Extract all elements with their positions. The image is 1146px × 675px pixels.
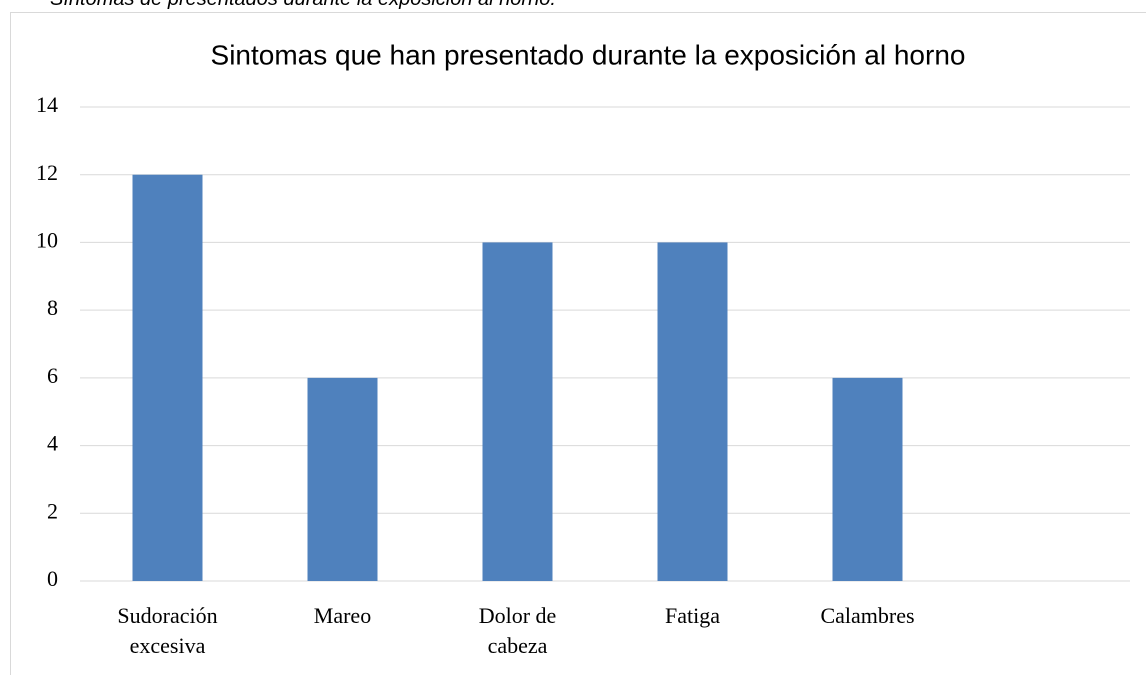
x-tick-label: Sudoración excesiva <box>117 603 218 658</box>
x-tick-label: Dolor de cabeza <box>478 603 557 658</box>
y-tick-label: 0 <box>47 566 58 591</box>
x-tick-label: Calambres <box>820 603 915 628</box>
chart-title: Sintomas que han presentado durante la e… <box>211 39 966 70</box>
bar <box>832 377 903 581</box>
y-tick-label: 6 <box>47 363 58 388</box>
bar <box>657 242 728 581</box>
x-tick-label: Mareo <box>313 603 372 628</box>
y-tick-label: 8 <box>47 295 58 320</box>
y-tick-label: 12 <box>36 160 58 185</box>
y-tick-label: 4 <box>47 431 58 456</box>
y-tick-label: 10 <box>36 227 58 252</box>
caption: Síntomas de presentados durante la expos… <box>50 0 556 11</box>
bar <box>307 377 378 581</box>
bar <box>132 174 203 581</box>
y-tick-label: 2 <box>47 498 58 523</box>
bar <box>482 242 553 581</box>
chart-border <box>10 12 1146 675</box>
x-tick-label: Fatiga <box>665 603 720 628</box>
y-tick-label: 14 <box>36 92 58 117</box>
